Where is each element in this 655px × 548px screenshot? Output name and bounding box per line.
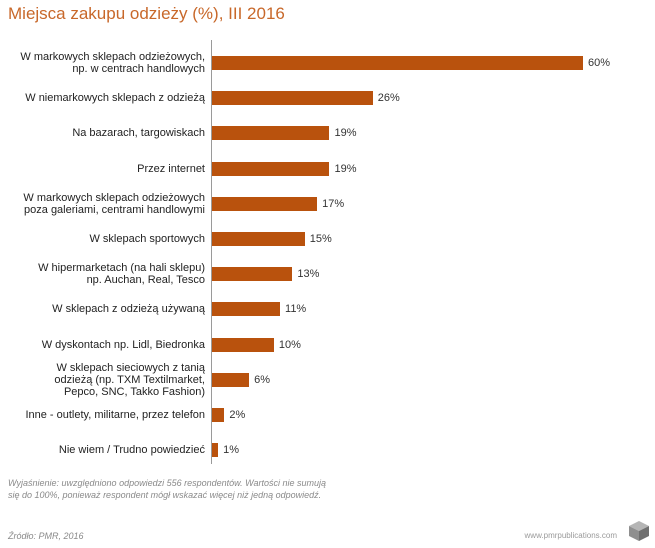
cube-logo-icon <box>629 521 649 541</box>
source-label: Źródło: PMR, 2016 <box>8 531 84 541</box>
category-label: Inne - outlety, militarne, przez telefon <box>0 409 205 421</box>
category-label-line: np. w centrach handlowych <box>72 63 205 75</box>
bar <box>212 267 293 282</box>
bar <box>212 408 225 422</box>
bar <box>212 232 305 246</box>
bar <box>212 91 373 106</box>
bar-value-label: 10% <box>278 338 301 351</box>
bar <box>212 56 583 70</box>
bar <box>212 196 318 211</box>
bar-value-label: 1% <box>223 444 240 457</box>
chart-title: Miejsca zakupu odzieży (%), III 2016 <box>8 4 285 23</box>
category-label-line: W sklepach sportowych <box>89 233 205 245</box>
bar <box>212 337 274 352</box>
category-label-line: W hipermarketach (na hali sklepu) <box>38 262 205 275</box>
bar <box>212 443 219 458</box>
bar-value-label: 13% <box>297 268 320 281</box>
bar <box>212 302 281 317</box>
category-label-line: W markowych sklepach odzieżowych <box>23 191 205 204</box>
y-axis-line <box>211 40 212 464</box>
category-label: W sklepach sieciowych z tanią odzieżą (np… <box>0 362 205 398</box>
category-label-line: poza galeriami, centrami handlowymi <box>24 203 205 216</box>
category-label: W sklepach z odzieżą używaną <box>0 303 205 315</box>
category-label: W hipermarketach (na hali sklepu) np. Auc… <box>0 262 205 286</box>
category-label-line: np. Auchan, Real, Tesco <box>86 274 205 287</box>
bar <box>212 126 330 141</box>
bar-value-label: 2% <box>229 409 246 421</box>
category-label-line: W sklepach sieciowych z tanią <box>56 361 205 374</box>
category-label: W markowych sklepach odzieżowych poza gal… <box>0 192 205 216</box>
category-label-line: W markowych sklepach odzieżowych, <box>20 51 205 63</box>
bar-value-label: 15% <box>309 233 332 245</box>
category-label-line: W dyskontach np. Lidl, Biedronka <box>41 338 205 351</box>
bar-value-label: 17% <box>322 197 345 210</box>
category-label-line: Na bazarach, targowiskach <box>72 127 205 140</box>
category-label: Na bazarach, targowiskach <box>0 127 205 139</box>
category-label: W sklepach sportowych <box>0 233 205 245</box>
bar-value-label: 19% <box>334 127 357 140</box>
category-label-line: W niemarkowych sklepach z odzieżą <box>25 92 205 105</box>
category-label-line: Nie wiem / Trudno powiedzieć <box>58 444 205 457</box>
category-label: W markowych sklepach odzieżowych, np. w c… <box>0 51 205 75</box>
bar-value-label: 26% <box>377 92 400 105</box>
category-label-line: odzieżą (np. TXM Textilmarket, <box>54 373 205 386</box>
category-label-line: Przez internet <box>137 162 205 175</box>
footnote: Wyjaśnienie: uwzględniono odpowiedzi 556… <box>8 478 327 500</box>
category-label-line: W sklepach z odzieżą używaną <box>52 303 205 316</box>
bar-value-label: 6% <box>254 373 270 386</box>
bar-value-label: 11% <box>285 303 307 316</box>
bar-chart: 60% W markowych sklepach odzieżowych, np. … <box>0 40 611 464</box>
bar <box>212 161 330 176</box>
bar-value-label: 19% <box>334 162 357 175</box>
bar <box>212 372 250 387</box>
bar-value-label: 60% <box>588 57 611 69</box>
category-label: W dyskontach np. Lidl, Biedronka <box>0 339 205 351</box>
category-label-line: Pepco, SNC, Takko Fashion) <box>63 385 205 398</box>
category-label: Przez internet <box>0 163 205 175</box>
website-label: www.pmrpublications.com <box>524 531 617 540</box>
category-label: Nie wiem / Trudno powiedzieć <box>0 444 205 456</box>
category-label-line: Inne - outlety, militarne, przez telefon <box>25 409 205 421</box>
category-label: W niemarkowych sklepach z odzieżą <box>0 92 205 104</box>
